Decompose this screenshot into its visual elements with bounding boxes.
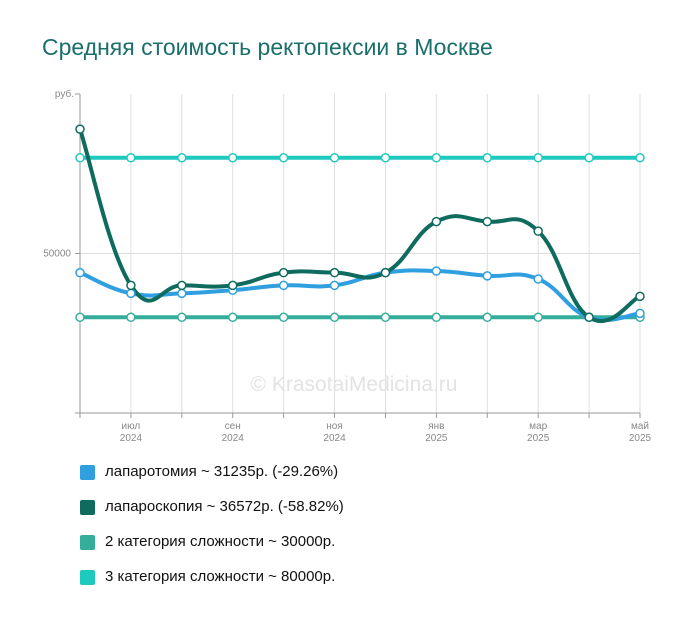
x-tick-label-month: сен (225, 421, 241, 432)
series-1-point (482, 271, 493, 281)
series-2-point (533, 226, 543, 236)
series-4-point (533, 153, 543, 163)
series-4-point (177, 153, 187, 163)
series-1-point (431, 266, 442, 276)
series-2-point (380, 267, 391, 278)
series-1-point (126, 288, 136, 299)
series-4-point (75, 153, 85, 163)
series-4-point (635, 153, 645, 163)
series-4-point (584, 153, 594, 163)
series-2-point (431, 216, 442, 227)
series-1-point (75, 267, 85, 278)
series-1-point (533, 274, 543, 284)
series-3-point (533, 312, 543, 323)
legend-swatch (80, 465, 95, 480)
series-3-point (329, 312, 340, 323)
x-tick-label-month: янв (428, 421, 444, 432)
series-2-point (177, 280, 187, 291)
y-tick-label: 50000 (43, 249, 71, 260)
grid-layer (80, 94, 641, 413)
legend-label: 3 категория сложности ~ 80000р. (105, 568, 336, 585)
series-line-2 (78, 127, 642, 323)
legend-item[interactable]: лапаротомия ~ 31235р. (-29.26%) (80, 462, 344, 497)
x-tick-label-month: мар (529, 421, 547, 432)
x-tick-label-year: 2024 (323, 433, 346, 444)
series-1-point (278, 280, 289, 291)
x-tick-label-month: май (631, 421, 649, 432)
x-tick-label-month: ноя (326, 421, 343, 432)
series-3-point (431, 312, 442, 323)
legend-label: лапаротомия ~ 31235р. (-29.26%) (105, 463, 339, 480)
series-4-point (278, 153, 289, 163)
series-2-point (482, 216, 493, 227)
chart-title: Средняя стоимость ректопексии в Москве (42, 34, 493, 60)
legend-label: лапароскопия ~ 36572р. (-58.82%) (105, 498, 344, 515)
series-3-point (380, 312, 391, 323)
series-4-point (380, 153, 391, 163)
legend: лапаротомия ~ 31235р. (-29.26%) лапароско… (80, 462, 344, 602)
legend-item[interactable]: 3 категория сложности ~ 80000р. (80, 567, 344, 602)
chart-plot: © KrasotaiMedicina.ru руб.50000июл2024се… (43, 88, 651, 444)
series-2-point (278, 267, 289, 278)
series-layer (75, 124, 645, 323)
series-2-point (635, 291, 645, 302)
x-tick-label-year: 2025 (527, 433, 550, 444)
series-3-point (227, 312, 238, 323)
x-tick-label-year: 2025 (629, 433, 652, 444)
legend-item[interactable]: лапароскопия ~ 36572р. (-58.82%) (80, 497, 344, 532)
series-4-point (329, 153, 340, 163)
x-tick-label-year: 2025 (425, 433, 448, 444)
series-3-point (278, 312, 289, 323)
watermark: © KrasotaiMedicina.ru (251, 373, 458, 396)
series-2-point (227, 280, 238, 291)
y-axis-unit-label: руб. (55, 88, 74, 100)
series-4-point (227, 153, 238, 163)
legend-swatch (80, 535, 95, 550)
axis-layer: руб.50000июл2024сен2024ноя2024янв2025мар… (43, 88, 651, 444)
series-2-point (329, 267, 340, 278)
series-3-point (75, 312, 85, 323)
series-1-point (177, 288, 187, 299)
series-3-point (482, 312, 493, 323)
legend-item[interactable]: 2 категория сложности ~ 30000р. (80, 532, 344, 567)
series-2-point (584, 312, 594, 323)
series-4-point (126, 153, 136, 163)
legend-swatch (80, 570, 95, 585)
series-2-point (75, 124, 85, 134)
series-1-point (635, 308, 645, 319)
legend-swatch (80, 500, 95, 515)
x-tick-label-year: 2024 (120, 433, 143, 444)
series-4-point (431, 153, 442, 163)
series-2-point (126, 280, 136, 291)
series-3-point (177, 312, 187, 323)
series-1-point (329, 280, 340, 291)
series-4-point (482, 153, 493, 163)
x-tick-label-month: июл (122, 421, 141, 432)
x-tick-label-year: 2024 (222, 433, 245, 444)
legend-label: 2 категория сложности ~ 30000р. (105, 533, 336, 550)
series-3-point (126, 312, 136, 323)
